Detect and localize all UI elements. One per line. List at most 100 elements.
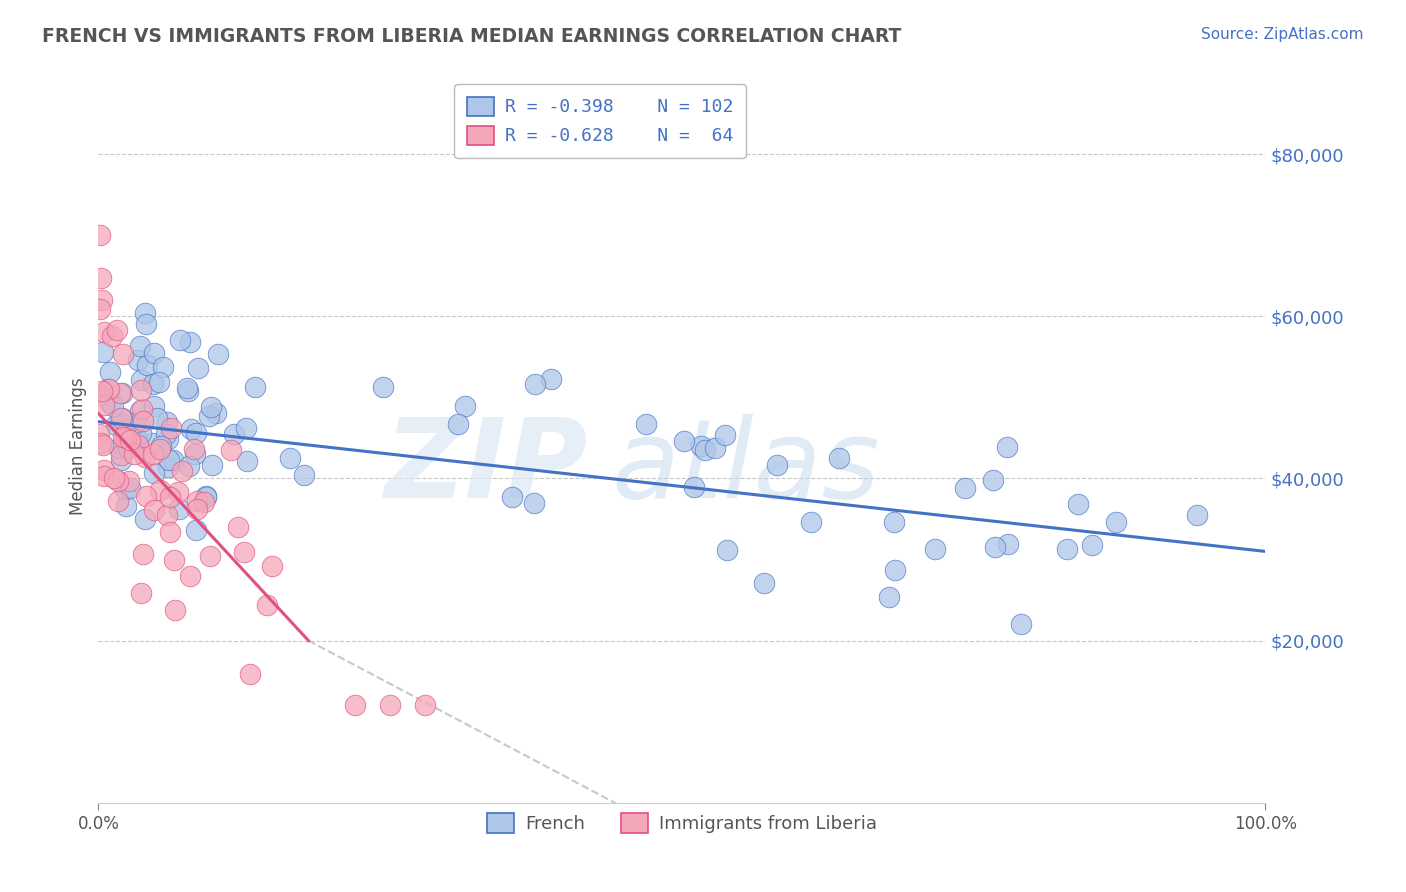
Point xyxy=(157,452,180,467)
Point xyxy=(129,585,152,599)
Point xyxy=(800,515,823,529)
Point xyxy=(142,503,165,517)
Point xyxy=(108,386,131,401)
Point xyxy=(222,426,245,441)
Point xyxy=(149,442,172,457)
Point xyxy=(145,411,167,425)
Point xyxy=(1010,617,1032,632)
Point xyxy=(245,380,267,394)
Point xyxy=(523,496,546,510)
Point xyxy=(149,483,172,497)
Point xyxy=(634,417,657,431)
Point xyxy=(179,568,201,582)
Point xyxy=(131,402,153,417)
Point xyxy=(112,430,135,444)
Point xyxy=(110,448,132,462)
Point xyxy=(766,458,789,472)
Point xyxy=(111,347,134,361)
Point xyxy=(89,301,111,316)
Point xyxy=(142,376,165,391)
Point xyxy=(924,542,946,557)
Point xyxy=(110,385,132,400)
Point xyxy=(101,399,124,413)
Point xyxy=(176,381,198,395)
Point xyxy=(179,335,201,350)
Point xyxy=(129,373,152,387)
Point xyxy=(198,549,221,563)
Point xyxy=(207,347,229,361)
Point xyxy=(703,441,725,455)
Point xyxy=(157,433,180,447)
Point xyxy=(672,434,695,449)
Point xyxy=(115,423,138,437)
Point xyxy=(1185,508,1208,523)
Point xyxy=(163,603,186,617)
Point xyxy=(167,502,190,516)
Point xyxy=(156,508,179,522)
Point xyxy=(90,293,112,307)
Point xyxy=(163,553,186,567)
Point xyxy=(995,440,1018,454)
Point xyxy=(159,525,181,540)
Point xyxy=(91,437,114,451)
Point xyxy=(114,482,136,496)
Point xyxy=(107,475,129,489)
Point xyxy=(194,490,217,504)
Point xyxy=(186,493,208,508)
Point xyxy=(877,590,900,604)
Point xyxy=(183,442,205,456)
Point xyxy=(186,361,208,376)
Point xyxy=(997,537,1019,551)
Point xyxy=(219,442,242,457)
Point xyxy=(828,450,851,465)
Point xyxy=(695,443,717,458)
Point xyxy=(155,427,177,442)
Point xyxy=(124,430,146,444)
Point xyxy=(135,318,157,332)
Point xyxy=(148,375,170,389)
Point xyxy=(278,450,301,465)
Point xyxy=(135,359,157,373)
Point xyxy=(150,439,173,453)
Point xyxy=(228,519,250,533)
Point xyxy=(524,377,547,392)
Point xyxy=(143,467,166,481)
Point xyxy=(105,417,128,432)
Point xyxy=(118,474,141,488)
Point xyxy=(98,396,121,410)
Point xyxy=(142,447,165,461)
Point xyxy=(87,388,110,402)
Point xyxy=(101,328,124,343)
Point xyxy=(180,421,202,435)
Point xyxy=(198,409,221,423)
Point xyxy=(883,515,905,529)
Point xyxy=(540,372,562,386)
Point xyxy=(167,484,190,499)
Point xyxy=(239,667,262,681)
Point xyxy=(129,425,152,440)
Point xyxy=(90,271,112,285)
Point xyxy=(170,464,193,478)
Point xyxy=(413,698,436,713)
Point xyxy=(93,326,115,340)
Point xyxy=(91,344,114,359)
Point xyxy=(682,480,704,494)
Point xyxy=(200,400,222,414)
Point xyxy=(716,542,738,557)
Point xyxy=(955,481,977,495)
Point xyxy=(97,382,120,396)
Point xyxy=(90,435,112,450)
Point xyxy=(93,398,115,412)
Point xyxy=(128,339,150,353)
Text: FRENCH VS IMMIGRANTS FROM LIBERIA MEDIAN EARNINGS CORRELATION CHART: FRENCH VS IMMIGRANTS FROM LIBERIA MEDIAN… xyxy=(42,27,901,45)
Point xyxy=(135,489,157,503)
Point xyxy=(127,438,149,452)
Point xyxy=(195,489,218,503)
Point xyxy=(134,512,156,526)
Point xyxy=(134,450,156,465)
Point xyxy=(134,305,156,319)
Point xyxy=(177,458,200,473)
Point xyxy=(193,495,215,509)
Point xyxy=(115,499,138,513)
Point xyxy=(713,428,735,442)
